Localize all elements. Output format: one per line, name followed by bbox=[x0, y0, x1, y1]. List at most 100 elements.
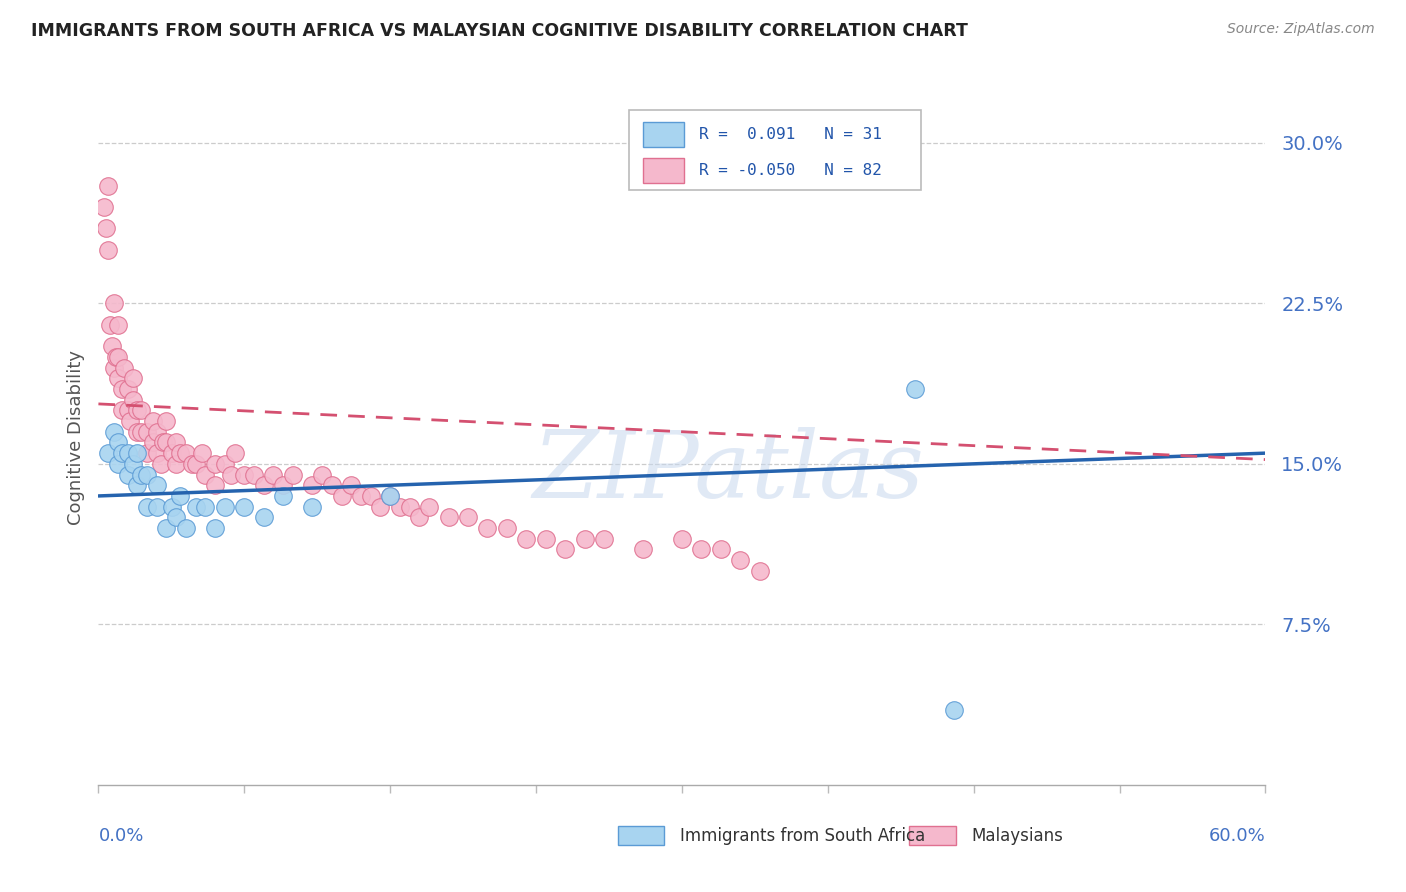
Point bbox=[340, 478, 363, 492]
Text: Immigrants from South Africa: Immigrants from South Africa bbox=[679, 827, 925, 845]
Point bbox=[93, 200, 115, 214]
Point bbox=[253, 478, 276, 492]
Point bbox=[360, 489, 382, 503]
Text: Source: ZipAtlas.com: Source: ZipAtlas.com bbox=[1227, 22, 1375, 37]
Point bbox=[97, 178, 120, 193]
Point bbox=[437, 510, 460, 524]
Point bbox=[117, 446, 139, 460]
Point bbox=[233, 500, 256, 514]
Point bbox=[162, 500, 184, 514]
Point bbox=[107, 371, 129, 385]
Point bbox=[418, 500, 440, 514]
Point bbox=[112, 360, 135, 375]
Point bbox=[103, 296, 125, 310]
Point bbox=[127, 478, 149, 492]
Point bbox=[174, 521, 197, 535]
Point bbox=[103, 360, 125, 375]
Point bbox=[136, 467, 159, 482]
Point bbox=[184, 500, 207, 514]
Text: Malaysians: Malaysians bbox=[972, 827, 1063, 845]
Point bbox=[262, 467, 284, 482]
Point bbox=[534, 532, 557, 546]
Point bbox=[97, 446, 120, 460]
Point bbox=[214, 500, 236, 514]
Point bbox=[146, 446, 169, 460]
Point bbox=[118, 414, 141, 428]
Point bbox=[155, 521, 177, 535]
Point bbox=[398, 500, 420, 514]
Point bbox=[457, 510, 479, 524]
Point bbox=[730, 553, 752, 567]
Point bbox=[271, 489, 294, 503]
Point bbox=[96, 221, 118, 235]
Point bbox=[350, 489, 373, 503]
Point bbox=[408, 510, 430, 524]
Point bbox=[117, 382, 139, 396]
Point bbox=[380, 489, 402, 503]
Point bbox=[107, 350, 129, 364]
Point bbox=[554, 542, 576, 557]
Text: ZIPatlas: ZIPatlas bbox=[533, 427, 925, 516]
Point bbox=[127, 425, 149, 439]
Point bbox=[710, 542, 733, 557]
Point bbox=[129, 403, 152, 417]
Point bbox=[194, 500, 217, 514]
Point bbox=[146, 478, 169, 492]
Point bbox=[233, 467, 256, 482]
Point bbox=[219, 467, 242, 482]
Point bbox=[496, 521, 519, 535]
Y-axis label: Cognitive Disability: Cognitive Disability bbox=[66, 350, 84, 524]
Point bbox=[117, 403, 139, 417]
Point bbox=[330, 489, 353, 503]
Point bbox=[104, 350, 127, 364]
Point bbox=[136, 500, 159, 514]
Point bbox=[184, 457, 207, 471]
Point bbox=[146, 500, 169, 514]
Point bbox=[748, 564, 770, 578]
Point bbox=[204, 457, 226, 471]
Point bbox=[155, 435, 177, 450]
Text: R = -0.050   N = 82: R = -0.050 N = 82 bbox=[699, 162, 883, 178]
Point bbox=[162, 446, 184, 460]
Text: IMMIGRANTS FROM SOUTH AFRICA VS MALAYSIAN COGNITIVE DISABILITY CORRELATION CHART: IMMIGRANTS FROM SOUTH AFRICA VS MALAYSIA… bbox=[31, 22, 967, 40]
Point bbox=[477, 521, 499, 535]
Point bbox=[388, 500, 411, 514]
Point bbox=[204, 478, 226, 492]
Point bbox=[97, 243, 120, 257]
Point bbox=[574, 532, 596, 546]
FancyBboxPatch shape bbox=[644, 158, 685, 183]
Point bbox=[136, 425, 159, 439]
Point bbox=[129, 467, 152, 482]
Point bbox=[301, 478, 323, 492]
Point bbox=[107, 435, 129, 450]
Point bbox=[281, 467, 304, 482]
Point bbox=[152, 435, 174, 450]
Point bbox=[190, 446, 212, 460]
Point bbox=[253, 510, 276, 524]
Point bbox=[321, 478, 343, 492]
Point bbox=[311, 467, 333, 482]
Point bbox=[127, 446, 149, 460]
Text: 0.0%: 0.0% bbox=[98, 827, 143, 845]
Point bbox=[370, 500, 392, 514]
Point bbox=[107, 457, 129, 471]
Point bbox=[122, 457, 145, 471]
Point bbox=[169, 446, 191, 460]
Point bbox=[515, 532, 537, 546]
Point bbox=[111, 446, 134, 460]
Point bbox=[593, 532, 616, 546]
Point bbox=[690, 542, 713, 557]
Point bbox=[243, 467, 266, 482]
Point bbox=[107, 318, 129, 332]
Point bbox=[129, 425, 152, 439]
Point bbox=[136, 446, 159, 460]
Point bbox=[671, 532, 693, 546]
FancyBboxPatch shape bbox=[617, 826, 665, 846]
FancyBboxPatch shape bbox=[910, 826, 956, 846]
Point bbox=[111, 403, 134, 417]
Point bbox=[155, 414, 177, 428]
Point bbox=[194, 467, 217, 482]
Point bbox=[165, 457, 187, 471]
Point bbox=[142, 414, 165, 428]
Point bbox=[904, 382, 927, 396]
